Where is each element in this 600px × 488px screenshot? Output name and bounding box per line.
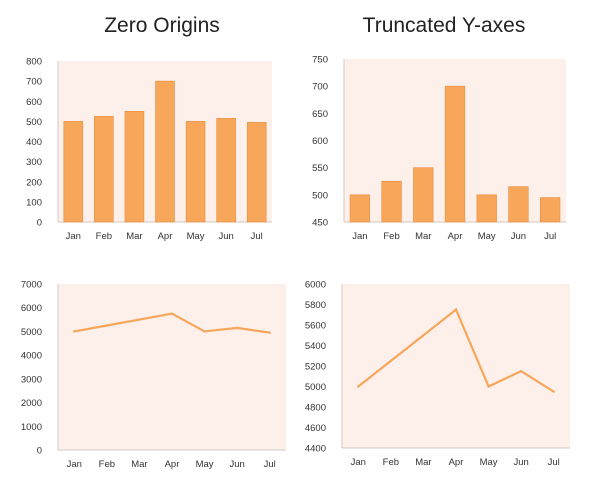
x-tick-label: Jul — [544, 231, 556, 242]
y-tick-label: 7000 — [21, 280, 42, 291]
y-tick-label: 4600 — [305, 423, 326, 434]
x-tick-label: Jul — [251, 231, 263, 242]
y-tick-label: 750 — [312, 55, 328, 66]
bar — [124, 111, 145, 223]
plot-background — [58, 284, 286, 450]
x-tick-label: Feb — [96, 231, 112, 242]
y-tick-label: 550 — [312, 163, 328, 174]
bar — [381, 180, 402, 223]
data-point — [268, 331, 271, 334]
x-tick-label: May — [187, 231, 205, 242]
x-tick-label: Feb — [99, 459, 115, 470]
y-tick-label: 500 — [26, 117, 42, 128]
bar — [413, 167, 434, 223]
bar — [476, 194, 497, 223]
data-point — [170, 312, 174, 315]
data-point — [138, 318, 141, 321]
data-point — [487, 385, 490, 388]
bar — [185, 121, 206, 223]
bar — [155, 80, 175, 223]
data-point — [203, 330, 206, 333]
data-point — [422, 334, 425, 337]
x-tick-label: May — [480, 457, 498, 468]
y-tick-label: 6000 — [21, 303, 42, 314]
bar — [508, 186, 529, 223]
x-tick-label: Jun — [511, 231, 526, 242]
y-tick-label: 400 — [26, 137, 42, 148]
bar — [540, 197, 561, 223]
x-tick-label: Apr — [448, 231, 463, 242]
y-tick-label: 500 — [312, 190, 328, 201]
y-tick-label: 5000 — [21, 327, 42, 338]
data-point — [73, 330, 76, 333]
bar-chart-zero-origin: 0 100 200 300 400 500 600 700 800 Jan Feb Mar Apr May… — [26, 57, 272, 242]
y-tick-label: 1000 — [21, 422, 42, 433]
y-tick-label: 5600 — [305, 321, 326, 332]
x-tick-label: Jul — [548, 457, 560, 468]
x-tick-label: Mar — [415, 231, 431, 242]
x-tick-label: Jun — [218, 231, 233, 242]
y-tick-label: 4000 — [21, 351, 42, 362]
x-tick-label: Apr — [158, 231, 173, 242]
y-tick-label: 800 — [26, 57, 42, 68]
zero-origins-title: Zero Origins — [104, 14, 220, 37]
line-chart-truncated: 4400 4600 4800 5000 5200 5400 5600 5800 6000 Jan F… — [305, 280, 570, 468]
data-point — [389, 359, 393, 363]
line-chart-zero-origin: 0 1000 2000 3000 4000 5000 6000 7000 Jan Feb Mar Ap… — [21, 280, 286, 470]
x-tick-label: Jan — [67, 459, 82, 470]
x-tick-label: Jun — [229, 459, 244, 470]
x-tick-label: Apr — [449, 457, 464, 468]
data-point — [552, 390, 555, 393]
x-tick-label: Mar — [126, 231, 142, 242]
data-point — [235, 326, 239, 330]
y-tick-label: 4400 — [305, 444, 326, 455]
x-tick-label: Jul — [264, 459, 276, 470]
bar — [63, 121, 84, 223]
x-tick-label: Feb — [383, 457, 399, 468]
y-tick-label: 5400 — [305, 341, 326, 352]
y-tick-label: 200 — [26, 177, 42, 188]
y-tick-label: 0 — [37, 218, 42, 229]
x-tick-label: Mar — [131, 459, 147, 470]
bar — [216, 118, 236, 223]
x-tick-label: Jun — [513, 457, 528, 468]
y-tick-label: 100 — [26, 197, 42, 208]
y-tick-label: 650 — [312, 109, 328, 120]
data-point — [519, 369, 523, 373]
y-tick-label: 4800 — [305, 403, 326, 414]
y-tick-label: 0 — [37, 446, 42, 457]
bar — [246, 122, 267, 223]
x-tick-label: May — [196, 459, 214, 470]
y-tick-label: 450 — [312, 218, 328, 229]
y-tick-label: 5200 — [305, 362, 326, 373]
bar — [349, 194, 370, 223]
x-tick-label: Jan — [351, 457, 366, 468]
y-tick-label: 700 — [312, 82, 328, 93]
x-tick-label: Apr — [165, 459, 180, 470]
y-tick-label: 5000 — [305, 382, 326, 393]
x-tick-label: Jan — [352, 231, 367, 242]
x-tick-label: Mar — [415, 457, 431, 468]
data-point — [357, 385, 360, 388]
x-tick-label: May — [478, 231, 496, 242]
y-tick-label: 3000 — [21, 374, 42, 385]
x-tick-label: Jan — [66, 231, 81, 242]
bar — [444, 85, 466, 223]
y-tick-label: 600 — [26, 97, 42, 108]
y-tick-label: 700 — [26, 77, 42, 88]
data-point — [454, 308, 458, 311]
x-tick-label: Feb — [383, 231, 399, 242]
y-tick-label: 2000 — [21, 398, 42, 409]
y-tick-label: 600 — [312, 136, 328, 147]
data-point — [105, 324, 109, 327]
y-tick-label: 5800 — [305, 300, 326, 311]
bar — [94, 116, 114, 223]
y-tick-label: 6000 — [305, 280, 326, 291]
bar-chart-truncated: 450 500 550 600 650 700 750 Jan Feb Mar Apr May Jun J… — [312, 55, 566, 242]
truncated-y-axes-title: Truncated Y-axes — [362, 14, 526, 37]
y-tick-label: 300 — [26, 157, 42, 168]
